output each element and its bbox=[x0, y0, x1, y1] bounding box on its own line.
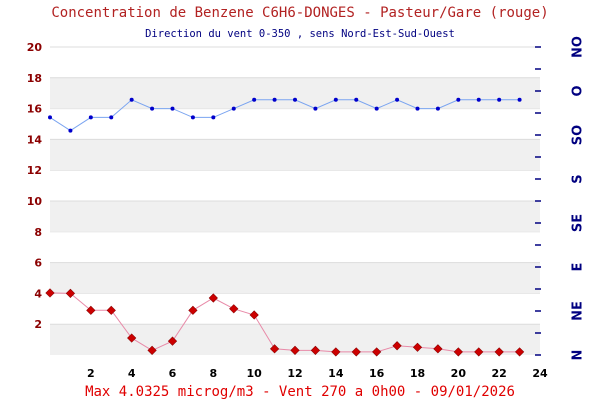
benzene-point bbox=[453, 347, 463, 357]
wind-direction-point bbox=[456, 97, 461, 102]
wind-direction-point bbox=[497, 97, 502, 102]
grid-band bbox=[50, 201, 540, 232]
benzene-point bbox=[45, 288, 55, 298]
wind-direction-label: SE bbox=[571, 214, 586, 232]
wind-direction-line bbox=[49, 99, 520, 132]
y-tick-label: 12 bbox=[27, 164, 42, 177]
grid-band bbox=[50, 77, 540, 109]
wind-direction-label: S bbox=[571, 174, 586, 183]
x-tick-label: 6 bbox=[169, 367, 177, 380]
wind-direction-point bbox=[435, 106, 440, 111]
y-tick-label: 4 bbox=[34, 287, 42, 300]
grid-bands bbox=[50, 46, 540, 355]
y-tick-label: 8 bbox=[34, 226, 42, 239]
wind-direction-point bbox=[129, 97, 134, 102]
wind-direction-point bbox=[150, 106, 155, 111]
benzene-point bbox=[433, 344, 443, 354]
wind-direction-label: O bbox=[571, 85, 586, 96]
x-tick-label: 4 bbox=[128, 367, 136, 380]
wind-direction-point bbox=[476, 97, 481, 102]
benzene-point bbox=[290, 345, 300, 355]
wind-direction-label: NE bbox=[571, 301, 586, 321]
y-tick-label: 20 bbox=[27, 41, 43, 54]
benzene-point bbox=[494, 347, 504, 357]
benzene-point bbox=[229, 304, 239, 314]
benzene-point bbox=[106, 305, 116, 315]
grid-band bbox=[50, 262, 540, 294]
benzene-point bbox=[514, 347, 525, 357]
benzene-point bbox=[127, 333, 137, 343]
y-tick-label: 16 bbox=[27, 103, 43, 116]
y-tick-label: 2 bbox=[34, 318, 42, 331]
wind-direction-point bbox=[68, 128, 73, 133]
wind-direction-point bbox=[415, 106, 420, 111]
wind-direction-point bbox=[517, 97, 522, 102]
grid-band bbox=[50, 139, 540, 171]
chart-subtitle: Direction du vent 0-350 , sens Nord-Est-… bbox=[145, 28, 455, 40]
wind-direction-point bbox=[272, 97, 277, 102]
wind-direction-point bbox=[293, 97, 297, 102]
wind-direction-point bbox=[211, 115, 216, 120]
x-tick-label: 2 bbox=[87, 367, 95, 380]
x-tick-label: 12 bbox=[287, 367, 302, 380]
wind-direction-axis: N NE E SE S SO O NO bbox=[535, 36, 586, 360]
x-tick-label: 20 bbox=[451, 367, 467, 380]
benzene-point bbox=[331, 347, 341, 357]
benzene-point bbox=[269, 344, 280, 354]
wind-direction-label: E bbox=[571, 263, 586, 272]
x-tick-label: 8 bbox=[210, 367, 218, 380]
wind-direction-point bbox=[252, 97, 257, 102]
y-tick-label: 6 bbox=[34, 257, 42, 270]
benzene-point bbox=[188, 305, 198, 315]
wind-direction-point bbox=[88, 115, 93, 120]
series-markers bbox=[45, 97, 525, 357]
benzene-point bbox=[351, 347, 361, 357]
benzene-point bbox=[372, 347, 382, 357]
benzene-point bbox=[147, 345, 157, 355]
wind-direction-point bbox=[190, 115, 195, 120]
wind-direction-label: NO bbox=[571, 36, 586, 58]
x-tick-label: 14 bbox=[328, 367, 344, 380]
benzene-point bbox=[65, 288, 76, 298]
wind-direction-point bbox=[313, 106, 318, 111]
y-tick-label: 18 bbox=[27, 72, 42, 85]
benzene-point bbox=[474, 347, 484, 357]
wind-direction-point bbox=[333, 97, 338, 102]
benzene-point bbox=[412, 342, 423, 352]
benzene-point bbox=[310, 345, 321, 355]
chart-footer: Max 4.0325 microg/m3 - Vent 270 a 0h00 -… bbox=[85, 384, 515, 400]
x-tick-label: 22 bbox=[492, 367, 507, 380]
x-tick-label: 24 bbox=[532, 367, 548, 380]
wind-direction-point bbox=[374, 106, 379, 111]
benzene-point bbox=[249, 310, 259, 320]
y-tick-label: 10 bbox=[27, 195, 43, 208]
wind-direction-point bbox=[231, 106, 236, 111]
y-tick-label: 14 bbox=[27, 133, 43, 146]
x-tick-label: 10 bbox=[247, 367, 263, 380]
x-tick-label: 16 bbox=[369, 367, 385, 380]
chart-title: Concentration de Benzene C6H6-DONGES - P… bbox=[51, 5, 549, 21]
wind-direction-point bbox=[354, 97, 359, 102]
wind-direction-point bbox=[109, 115, 114, 120]
x-axis-tick-labels: 2 4 6 8 10 12 14 16 18 20 22 24 bbox=[87, 367, 548, 380]
benzene-point bbox=[86, 305, 96, 315]
benzene-point bbox=[392, 341, 402, 351]
benzene-point bbox=[208, 293, 218, 303]
wind-direction-label: SO bbox=[571, 125, 586, 145]
wind-direction-point bbox=[48, 115, 52, 120]
wind-direction-label: N bbox=[571, 350, 586, 361]
benzene-point bbox=[167, 336, 178, 346]
y-axis-tick-labels: 2 4 6 8 10 12 14 16 18 20 bbox=[27, 41, 43, 331]
wind-direction-point bbox=[395, 97, 400, 102]
x-tick-label: 18 bbox=[410, 367, 425, 380]
wind-direction-point bbox=[170, 106, 175, 111]
